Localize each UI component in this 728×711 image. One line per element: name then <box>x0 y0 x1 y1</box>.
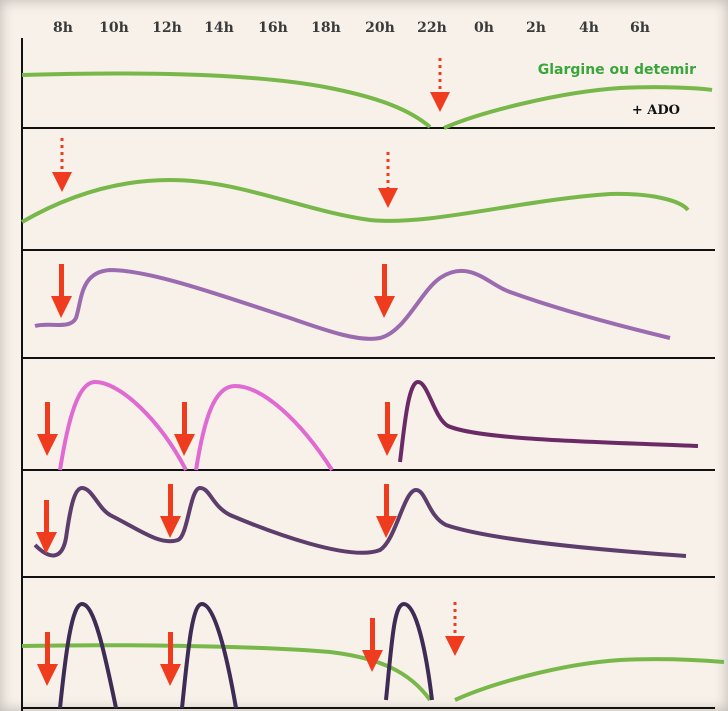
premix-curve <box>33 485 687 558</box>
tick-label: 10h <box>99 20 129 36</box>
tick-label: 16h <box>258 20 288 36</box>
tick-label: 18h <box>311 20 341 36</box>
dotted-injection-arrow-icon <box>430 58 450 112</box>
injection-arrow-icon <box>376 484 397 538</box>
injection-arrow-icon <box>37 402 58 456</box>
injection-arrow-icon <box>160 632 181 686</box>
row-rapid-mix <box>37 379 699 472</box>
rapid-curve-noon <box>194 383 334 472</box>
injection-arrow-icon <box>174 402 195 456</box>
dotted-injection-arrow-icon <box>378 152 398 208</box>
injection-arrow-icon <box>160 484 181 538</box>
row-premix-three <box>33 484 687 558</box>
ado-label: + ADO <box>632 103 680 118</box>
tick-label: 6h <box>630 20 650 36</box>
basal-curve-night <box>454 657 725 702</box>
premix-evening-curve <box>398 379 699 463</box>
row-basal: Glargine ou detemir + ADO <box>21 58 713 130</box>
tick-label: 8h <box>53 20 73 36</box>
row-basal-bolus <box>21 601 725 709</box>
tick-label: 20h <box>365 20 395 36</box>
tick-label: 12h <box>152 20 182 36</box>
intermediate-curve <box>34 267 671 341</box>
dotted-injection-arrow-icon <box>52 138 72 192</box>
tick-label: 0h <box>474 20 494 36</box>
time-axis: 8h 10h 12h 14h 16h 18h 20h 22h 0h 2h 4h … <box>53 20 650 36</box>
basal-insulin-label: Glargine ou detemir <box>538 62 696 78</box>
basal-curve-day <box>21 71 432 129</box>
dotted-injection-arrow-icon <box>445 602 465 656</box>
rapid-curve-morning <box>58 379 188 471</box>
injection-arrow-icon <box>36 500 57 554</box>
tick-label: 2h <box>526 20 546 36</box>
basal-curve-night <box>443 85 713 130</box>
injection-arrow-icon <box>37 632 58 686</box>
tick-label: 14h <box>204 20 234 36</box>
injection-arrow-icon <box>374 264 395 318</box>
tick-label: 22h <box>417 20 447 36</box>
tick-label: 4h <box>579 20 599 36</box>
bolus-curve-noon <box>180 601 238 709</box>
injection-arrow-icon <box>362 618 383 672</box>
injection-arrow-icon <box>51 264 72 318</box>
row-basal-twice <box>20 138 690 224</box>
row-dividers <box>22 127 715 709</box>
row-intermediate <box>34 264 671 341</box>
bolus-curve-evening <box>384 601 434 701</box>
injection-arrow-icon <box>377 402 398 456</box>
bolus-curve-morning <box>58 601 118 709</box>
basal-curve <box>20 177 690 224</box>
